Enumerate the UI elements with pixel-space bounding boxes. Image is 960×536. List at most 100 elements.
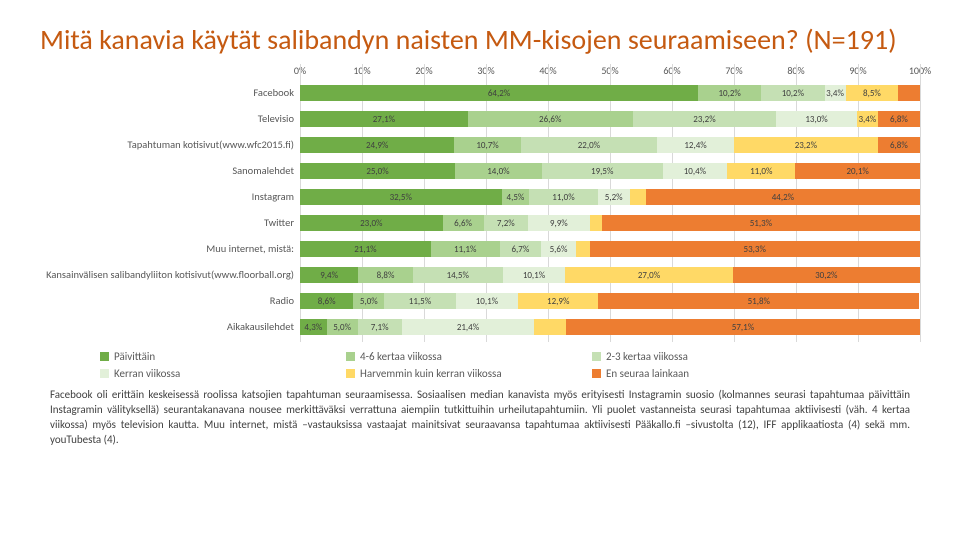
bar-segment: 51,3% [602, 215, 920, 231]
row-label: Facebook [40, 82, 300, 104]
bar-segment: 51,8% [598, 293, 919, 309]
bar-segment: 13,0% [776, 111, 857, 127]
bar-row: 9,4%8,8%14,5%10,1%27,0%30,2% [300, 264, 920, 286]
legend-swatch [592, 369, 601, 378]
legend-item: Kerran viikossa [100, 367, 330, 380]
bar-segment: 27,1% [300, 111, 468, 127]
bar-segment: 6,8% [878, 111, 920, 127]
bar-segment: 11,5% [384, 293, 455, 309]
row-label: Radio [40, 290, 300, 312]
bar-segment: 21,4% [402, 319, 535, 335]
bar-row: 4,3%5,0%7,1%21,4% 57,1% [300, 316, 920, 338]
bar-segment: 23,2% [633, 111, 777, 127]
bar-segment: 11,1% [431, 241, 500, 257]
bar-segment [590, 215, 602, 231]
legend-label: Harvemmin kuin kerran viikossa [360, 367, 502, 380]
bar-segment: 7,1% [358, 319, 402, 335]
bar-segment: 8,6% [300, 293, 353, 309]
bar-segment: 5,6% [541, 241, 576, 257]
row-label: Aikakausilehdet [40, 316, 300, 338]
legend-swatch [346, 369, 355, 378]
bar-segment: 12,4% [657, 137, 734, 153]
bar-segment: 9,4% [300, 267, 358, 283]
bar-row: 8,6%5,0%11,5%10,1%12,9%51,8% [300, 290, 920, 312]
stacked-bar: 21,1%11,1%6,7%5,6%53,3% [300, 241, 920, 257]
bar-segment: 3,4% [857, 111, 878, 127]
axis-spacer [40, 64, 300, 82]
bar-segment: 7,2% [484, 215, 529, 231]
bar-row: 25,0%14,0%19,5%10,4%11,0%20,1% [300, 160, 920, 182]
bar-segment [576, 241, 590, 257]
stacked-bar: 64,2%10,2%10,2%3,4%8,5% [300, 85, 920, 101]
bar-segment: 8,5% [846, 85, 899, 101]
legend-label: 2-3 kertaa viikossa [606, 350, 688, 363]
bar-segment: 30,2% [733, 267, 920, 283]
bar-segment: 4,5% [502, 189, 530, 205]
bar-row: 23,0%6,6%7,2%9,9% 51,3% [300, 212, 920, 234]
bar-segment: 44,2% [646, 189, 920, 205]
bar-segment: 14,5% [413, 267, 503, 283]
bar-segment: 32,5% [300, 189, 502, 205]
bar-segment: 25,0% [300, 163, 455, 179]
row-label: Twitter [40, 212, 300, 234]
bar-segment [898, 85, 920, 101]
bar-segment: 57,1% [566, 319, 920, 335]
bar-segment: 6,7% [500, 241, 542, 257]
legend-swatch [346, 352, 355, 361]
footnote-text: Facebook oli erittäin keskeisessä roolis… [50, 388, 910, 447]
legend-swatch [100, 369, 109, 378]
bar-segment: 5,0% [353, 293, 384, 309]
legend-item: Harvemmin kuin kerran viikossa [346, 367, 576, 380]
bar-segment: 23,0% [300, 215, 443, 231]
bar-segment: 10,2% [761, 85, 824, 101]
legend-item: Päivittäin [100, 350, 330, 363]
legend-item: 2-3 kertaa viikossa [592, 350, 822, 363]
stacked-bar: 24,9%10,7%22,0%12,4%23,2%6,8% [300, 137, 920, 153]
bar-segment: 6,6% [443, 215, 484, 231]
row-label: Sanomalehdet [40, 160, 300, 182]
bar-segment: 22,0% [521, 137, 657, 153]
row-label: Muu internet, mistä: [40, 238, 300, 260]
bar-segment: 11,0% [529, 189, 597, 205]
row-label: Instagram [40, 186, 300, 208]
bar-segment: 27,0% [565, 267, 732, 283]
legend: Päivittäin 4-6 kertaa viikossa 2-3 kertaa … [100, 350, 880, 380]
bar-segment: 64,2% [300, 85, 698, 101]
bar-segment: 10,1% [503, 267, 566, 283]
legend-item: En seuraa lainkaan [592, 367, 822, 380]
bar-row: 24,9%10,7%22,0%12,4%23,2%6,8% [300, 134, 920, 156]
bar-segment: 5,2% [598, 189, 630, 205]
bar-row: 21,1%11,1%6,7%5,6%53,3% [300, 238, 920, 260]
bar-segment: 6,8% [878, 137, 920, 153]
grid-line [920, 64, 921, 342]
bar-segment: 23,2% [734, 137, 878, 153]
row-label: Kansainvälisen salibandyliiton kotisivut… [40, 264, 300, 286]
bar-segment: 5,0% [327, 319, 358, 335]
stacked-bar: 8,6%5,0%11,5%10,1%12,9%51,8% [300, 293, 920, 309]
bar-segment [630, 189, 646, 205]
legend-item: 4-6 kertaa viikossa [346, 350, 576, 363]
bar-segment: 10,2% [698, 85, 761, 101]
bars-column: 0%10%20%30%40%50%60%70%80%90%100% 64,2%1… [300, 64, 920, 342]
row-label: Tapahtuman kotisivut(www.wfc2015.fi) [40, 134, 300, 156]
stacked-bar: 25,0%14,0%19,5%10,4%11,0%20,1% [300, 163, 920, 179]
row-label: Televisio [40, 108, 300, 130]
bar-segment [534, 319, 566, 335]
legend-label: Päivittäin [114, 350, 155, 363]
bar-segment: 4,3% [300, 319, 327, 335]
bar-row: 64,2%10,2%10,2%3,4%8,5% [300, 82, 920, 104]
bar-segment: 9,9% [528, 215, 589, 231]
bar-segment: 3,4% [825, 85, 846, 101]
stacked-bar: 9,4%8,8%14,5%10,1%27,0%30,2% [300, 267, 920, 283]
bar-segment: 10,7% [454, 137, 520, 153]
bar-segment: 10,1% [456, 293, 519, 309]
legend-swatch [592, 352, 601, 361]
bar-segment: 11,0% [727, 163, 795, 179]
bar-row: 32,5%4,5%11,0%5,2% 44,2% [300, 186, 920, 208]
legend-swatch [100, 352, 109, 361]
bar-segment: 21,1% [300, 241, 431, 257]
bar-segment: 14,0% [455, 163, 542, 179]
bar-segment: 12,9% [518, 293, 598, 309]
bar-segment: 26,6% [468, 111, 633, 127]
stacked-bar: 32,5%4,5%11,0%5,2% 44,2% [300, 189, 920, 205]
